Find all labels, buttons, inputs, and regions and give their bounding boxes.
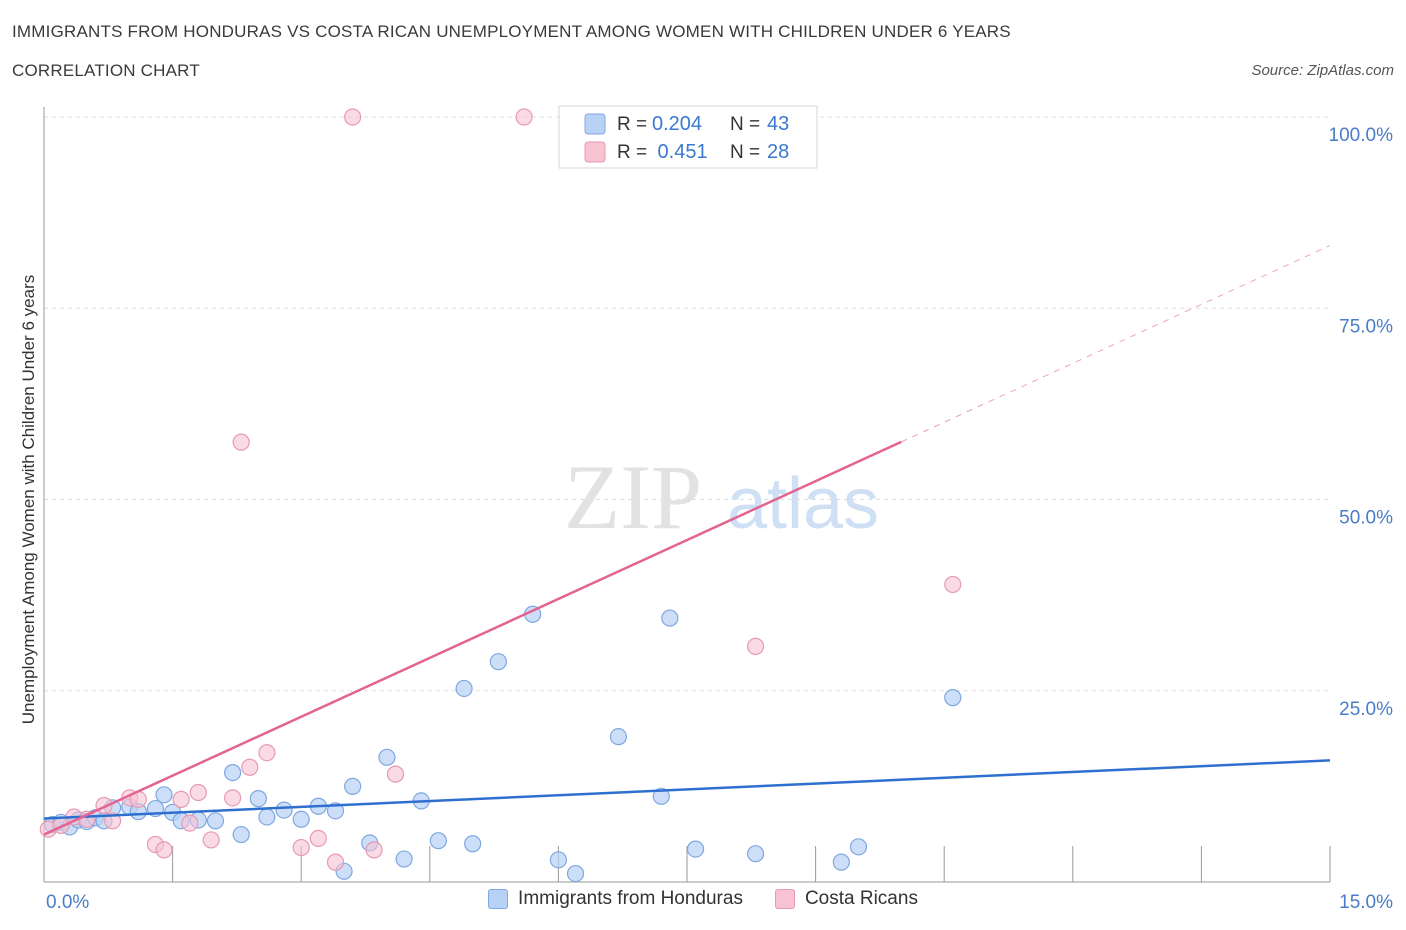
honduras-point-39 [661,609,679,627]
grid-lines [44,116,1330,692]
costa-rica-point-22 [365,841,383,859]
trend-lines [43,245,1331,836]
honduras-point-35 [549,851,568,869]
honduras-point-44 [944,689,962,707]
stats-legend-box: R = 0.204 N = 43 R = 0.451 N = 28 [558,105,818,169]
legend-n-label-0: N = [730,114,760,135]
legend-r-label-0: R = [617,114,647,135]
x-tick-labels: 0.0% 15.0% [46,892,1393,913]
costa-rica-point-25 [746,637,765,655]
watermark-atlas: atlas [727,464,879,544]
honduras-point-43 [849,838,868,856]
watermark: ZIP atlas [564,446,879,548]
honduras-point-33 [489,653,507,671]
y-axis-label: Unemployment Among Women with Children U… [19,275,38,724]
source-label: Source: ZipAtlas.com [1251,62,1394,79]
costa-rica-point-14 [224,789,242,807]
honduras-point-11 [155,786,173,804]
watermark-zip: ZIP [564,446,702,548]
costa-rica-point-9 [155,841,173,859]
honduras-point-30 [429,832,447,850]
legend-r-label-1: R = [617,142,647,163]
legend-item-costa-rica[interactable]: Costa Ricans [774,888,918,910]
costa-rica-point-26 [944,575,962,594]
y-tick-label-3: 100.0% [1329,125,1394,146]
costa-rica-trend-extension [901,245,1331,443]
chart-title: IMMIGRANTS FROM HONDURAS VS COSTA RICAN … [12,22,1011,41]
legend-swatch-costa-rica-bottom [774,889,795,909]
honduras-point-28 [395,850,413,868]
legend-swatch-costa-rica [584,141,606,163]
y-tick-label-1: 50.0% [1339,508,1393,529]
legend-label-honduras: Immigrants from Honduras [518,888,743,909]
honduras-point-21 [292,810,310,828]
honduras-point-40 [686,840,705,858]
y-tick-labels: 25.0% 50.0% 75.0% 100.0% [1329,125,1394,720]
legend-r-value-0: 0.204 [652,113,702,135]
x-tick-label-1: 15.0% [1339,892,1393,913]
honduras-point-37 [609,728,628,746]
legend-n-value-1: 28 [767,141,789,163]
costa-rica-point-16 [241,758,259,776]
honduras-point-38 [652,787,670,805]
series-honduras-points [43,605,962,883]
costa-rica-point-12 [189,783,207,802]
honduras-point-18 [249,790,267,808]
series-legend: Immigrants from Honduras Costa Ricans [0,888,1406,910]
legend-label-costa-rica: Costa Ricans [804,888,918,909]
costa-rica-point-11 [181,814,199,832]
honduras-point-17 [232,825,250,844]
honduras-point-42 [832,853,850,871]
costa-rica-point-24 [515,108,533,126]
y-tick-label-2: 75.0% [1339,316,1393,337]
honduras-point-23 [326,802,345,820]
legend-n-label-1: N = [730,142,760,163]
honduras-trend-line [43,759,1331,820]
honduras-point-20 [275,801,293,819]
legend-n-value-0: 43 [767,113,789,135]
costa-rica-trend-line [43,440,902,836]
legend-swatch-honduras [584,113,606,135]
costa-rica-point-18 [292,838,310,857]
honduras-point-27 [378,748,396,766]
legend-swatch-honduras-bottom [488,889,509,909]
honduras-point-32 [464,835,482,853]
honduras-point-31 [455,679,473,698]
honduras-point-16 [224,764,242,782]
costa-rica-point-17 [258,744,276,762]
costa-rica-point-21 [344,108,362,126]
costa-rica-point-10 [172,790,190,808]
honduras-point-25 [344,777,362,795]
costa-rica-point-13 [202,831,220,849]
costa-rica-point-15 [232,433,250,451]
costa-rica-point-20 [326,853,345,871]
costa-rica-point-23 [386,765,405,783]
legend-r-value-1: 0.451 [652,141,708,163]
legend-item-honduras[interactable]: Immigrants from Honduras [488,888,743,910]
honduras-point-19 [258,808,276,826]
honduras-point-36 [566,864,585,883]
honduras-point-41 [746,845,765,863]
honduras-point-15 [206,812,225,830]
costa-rica-point-19 [309,829,327,847]
chart-subtitle: CORRELATION CHART [12,61,200,80]
y-tick-label-0: 25.0% [1339,699,1393,720]
x-tick-label-0: 0.0% [46,892,89,913]
